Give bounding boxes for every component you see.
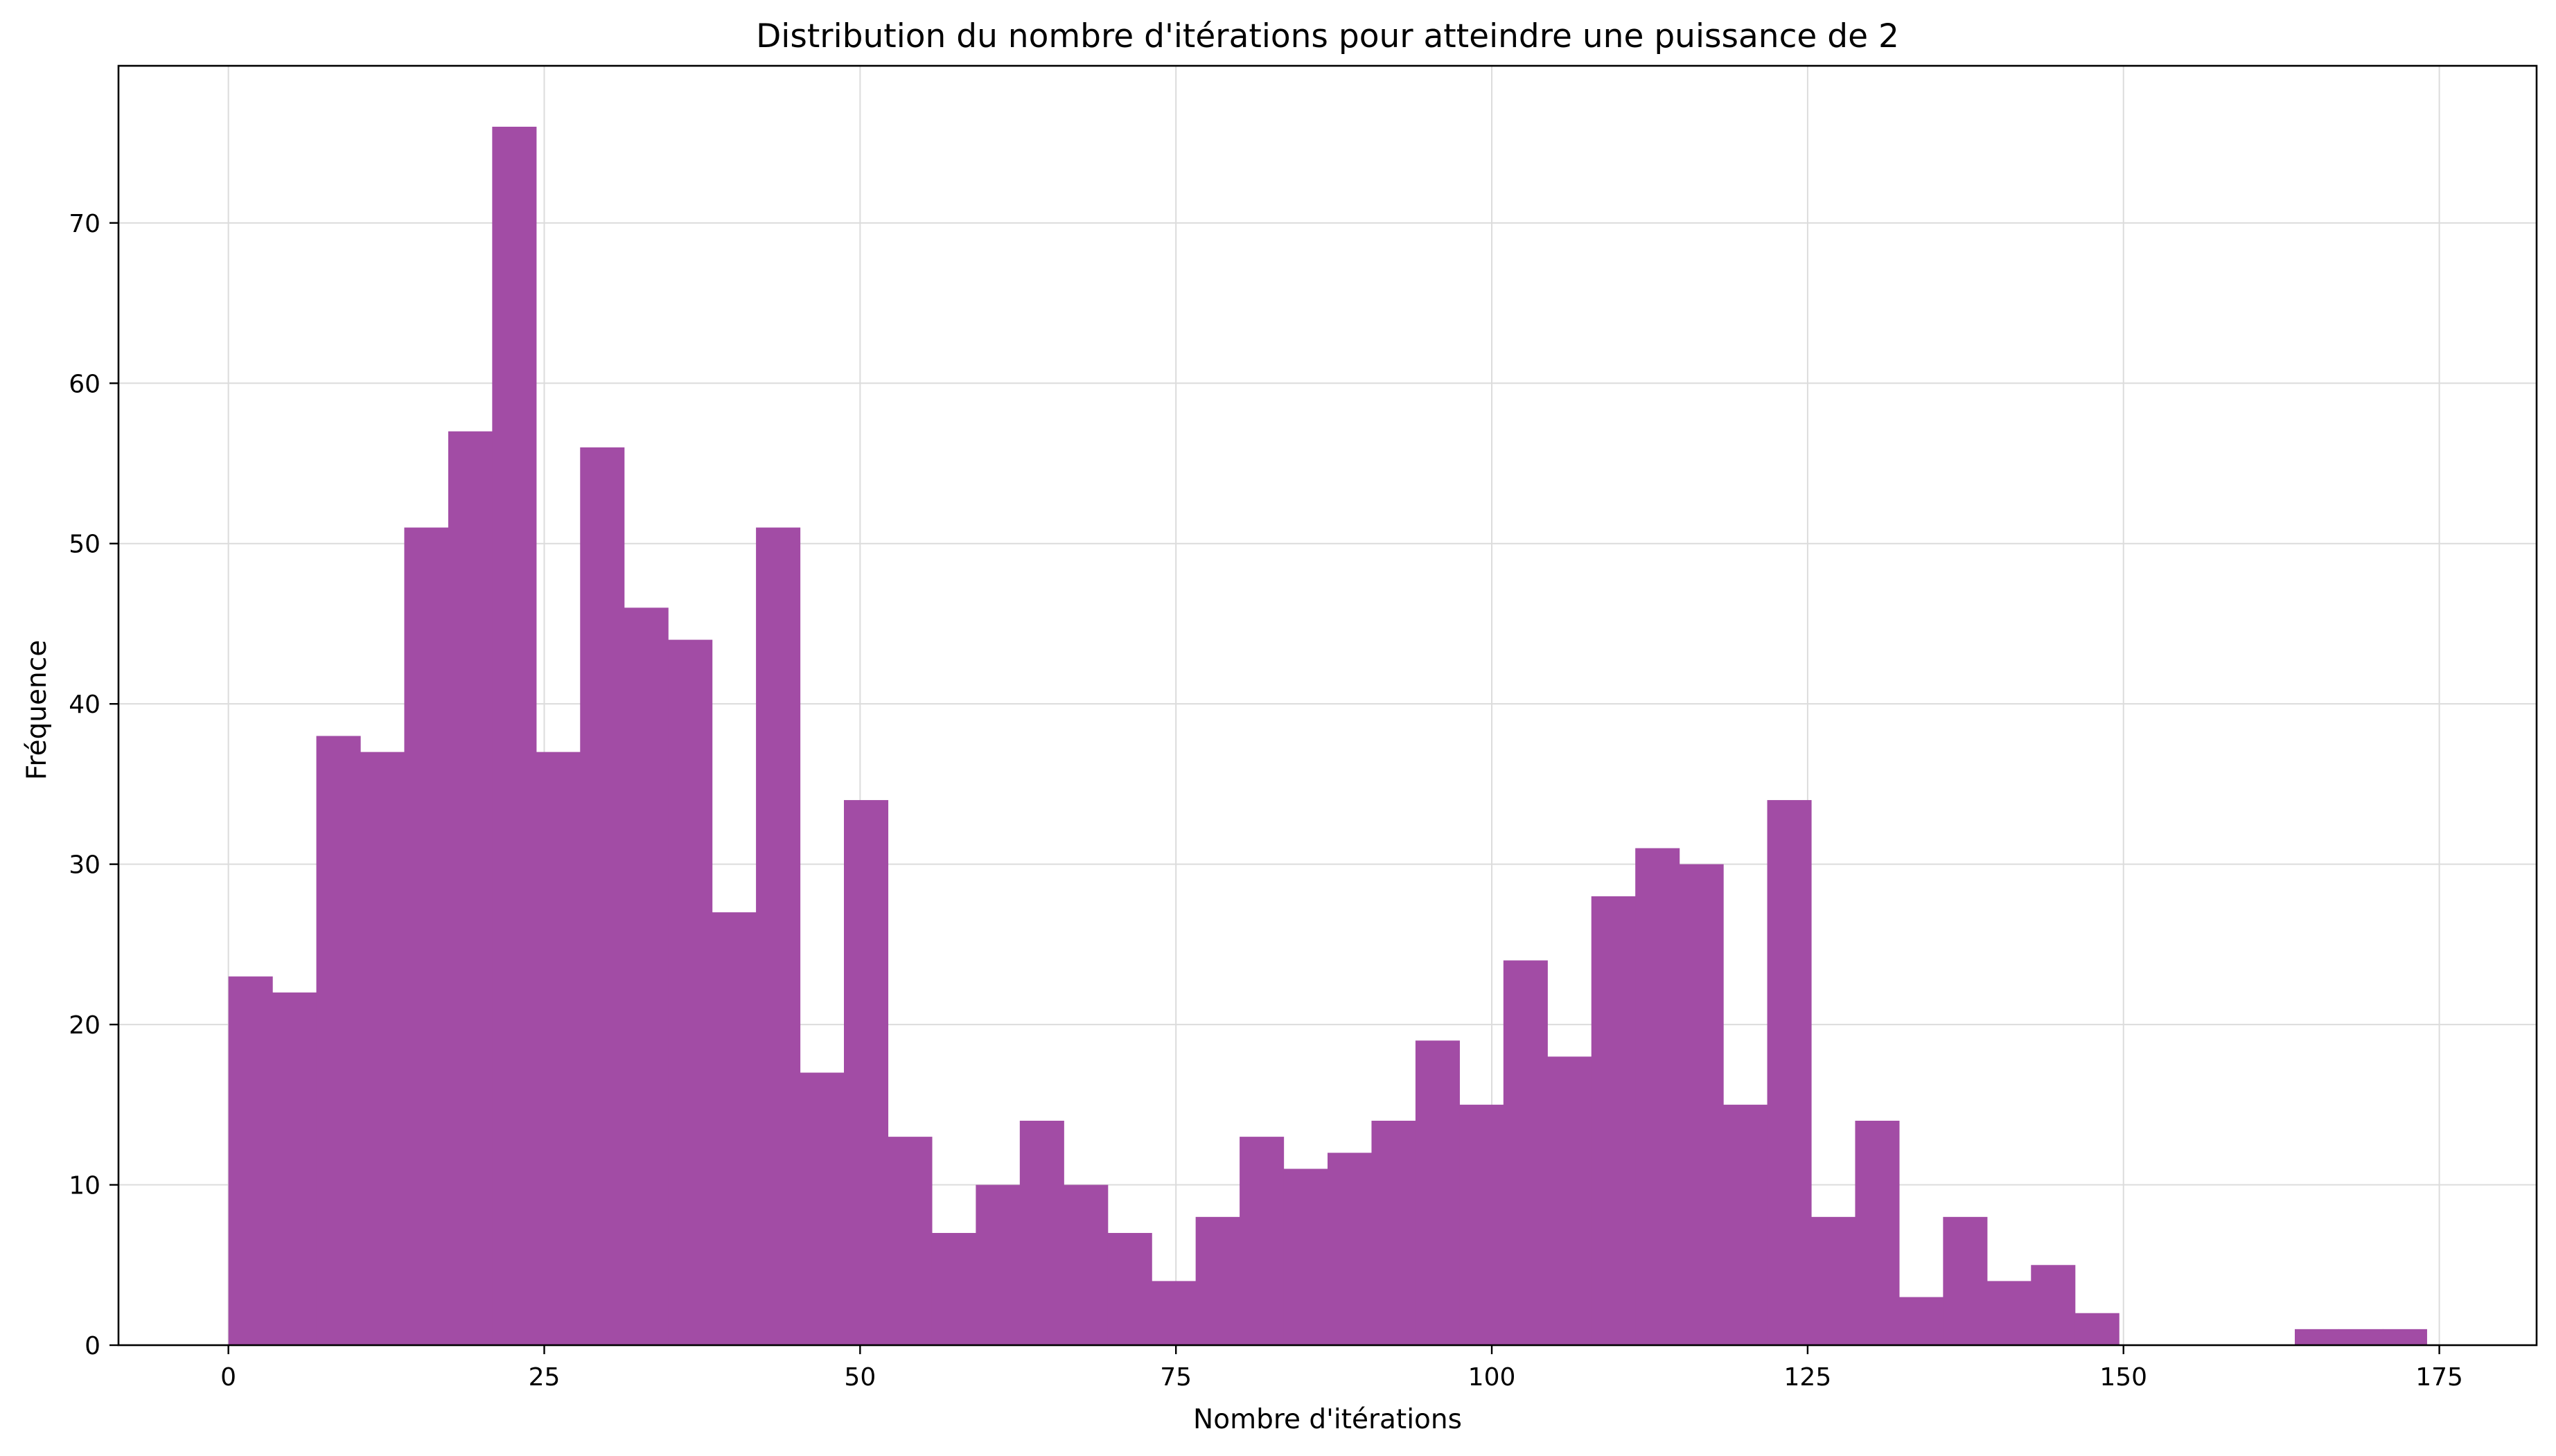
histogram-bar bbox=[1152, 1281, 1197, 1345]
histogram-bar bbox=[624, 607, 669, 1346]
x-tick-label: 50 bbox=[844, 1363, 876, 1392]
y-tick-label: 70 bbox=[69, 210, 100, 238]
histogram-bar bbox=[1107, 1232, 1152, 1345]
y-tick-label: 10 bbox=[69, 1172, 100, 1200]
histogram-bar bbox=[1986, 1281, 2031, 1345]
histogram-bar bbox=[1767, 800, 1812, 1345]
histogram-bar bbox=[1195, 1216, 1240, 1345]
histogram-bar bbox=[316, 736, 361, 1345]
y-axis-label: Fréquence bbox=[21, 640, 53, 780]
histogram-bar bbox=[1328, 1153, 1373, 1345]
histogram-bar bbox=[1240, 1137, 1285, 1345]
y-axis-ticks: 0 10 20 30 40 50 60 70 bbox=[69, 210, 118, 1360]
histogram-bar bbox=[2031, 1265, 2076, 1345]
histogram-bar bbox=[448, 431, 493, 1345]
x-tick-label: 125 bbox=[1784, 1363, 1832, 1392]
histogram-bar bbox=[492, 126, 537, 1345]
histogram-bar bbox=[976, 1184, 1021, 1345]
histogram-bar bbox=[1064, 1184, 1109, 1345]
histogram-bar bbox=[2382, 1329, 2427, 1345]
x-axis-ticks: 0 25 50 75 100 125 150 175 bbox=[220, 1345, 2463, 1392]
histogram-bar bbox=[2074, 1313, 2119, 1345]
y-tick-label: 30 bbox=[69, 851, 100, 880]
histogram-bar bbox=[1811, 1216, 1856, 1345]
histogram-bar bbox=[800, 1072, 845, 1345]
histogram-bar bbox=[712, 912, 757, 1345]
histogram-bar bbox=[1503, 960, 1548, 1345]
histogram-bar bbox=[1898, 1297, 1944, 1345]
histogram-bar bbox=[360, 752, 405, 1345]
histogram-bar bbox=[1547, 1056, 1592, 1345]
histogram-bar bbox=[1591, 896, 1636, 1345]
histogram-bars bbox=[228, 126, 2427, 1346]
histogram-bar bbox=[536, 752, 581, 1345]
histogram-bar bbox=[272, 992, 317, 1345]
histogram-bar bbox=[844, 800, 889, 1345]
histogram-bar bbox=[2338, 1329, 2383, 1345]
chart-title: Distribution du nombre d'itérations pour… bbox=[756, 17, 1899, 55]
histogram-bar bbox=[2295, 1329, 2340, 1345]
histogram-bar bbox=[1459, 1104, 1504, 1345]
histogram-bar bbox=[1415, 1040, 1460, 1345]
y-tick-label: 20 bbox=[69, 1011, 100, 1040]
x-tick-label: 75 bbox=[1160, 1363, 1192, 1392]
histogram-bar bbox=[580, 447, 625, 1345]
x-tick-label: 0 bbox=[220, 1363, 236, 1392]
histogram-bar bbox=[756, 527, 801, 1346]
y-tick-label: 0 bbox=[85, 1332, 100, 1360]
histogram-bar bbox=[1679, 864, 1724, 1345]
histogram-bar bbox=[1855, 1120, 1900, 1345]
histogram-bar bbox=[404, 527, 449, 1346]
y-tick-label: 40 bbox=[69, 691, 100, 719]
histogram-bar bbox=[1723, 1104, 1768, 1345]
histogram-bar bbox=[888, 1137, 933, 1345]
x-tick-label: 100 bbox=[1468, 1363, 1516, 1392]
plot-frame bbox=[117, 64, 2538, 1347]
y-tick-label: 60 bbox=[69, 370, 100, 398]
x-tick-label: 25 bbox=[529, 1363, 561, 1392]
histogram-bar bbox=[1371, 1120, 1416, 1345]
x-tick-label: 175 bbox=[2415, 1363, 2463, 1392]
histogram-bar bbox=[1635, 848, 1680, 1345]
histogram-bar bbox=[931, 1232, 976, 1345]
x-tick-label: 150 bbox=[2099, 1363, 2147, 1392]
histogram-bar bbox=[668, 639, 713, 1345]
histogram-bar bbox=[228, 976, 273, 1345]
histogram-bar bbox=[1283, 1169, 1328, 1345]
histogram-bar bbox=[1019, 1120, 1064, 1345]
histogram-bar bbox=[1943, 1216, 1988, 1345]
x-axis-label: Nombre d'itérations bbox=[1193, 1404, 1462, 1435]
y-tick-label: 50 bbox=[69, 531, 100, 559]
